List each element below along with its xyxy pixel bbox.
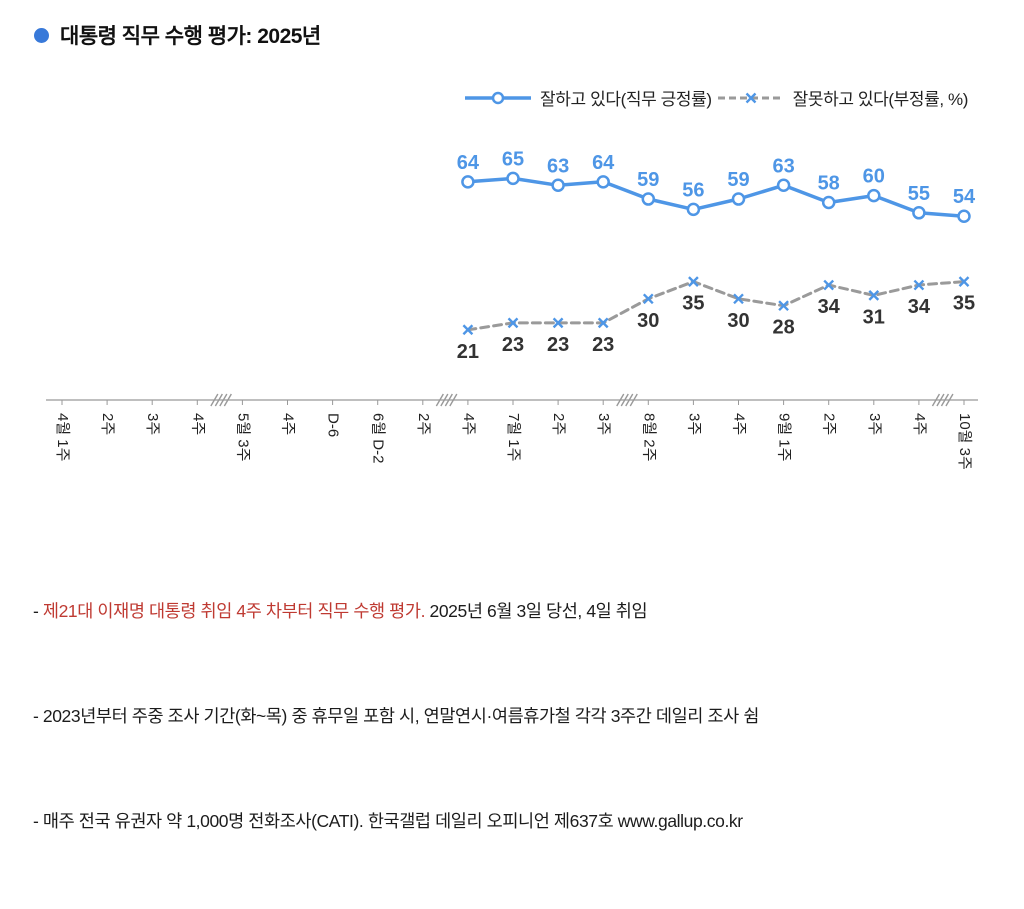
svg-text:35: 35 xyxy=(682,293,704,315)
gallup-approval-report: 대통령 직무 수행 평가: 2025년 잘하고 있다(직무 긍정률) 잘못하고 … xyxy=(0,20,1024,831)
footnote-methodology: - 매주 전국 유권자 약 1,000명 전화조사(CATI). 한국갤럽 데일… xyxy=(33,811,743,831)
svg-text:23: 23 xyxy=(502,334,524,356)
svg-text:34: 34 xyxy=(818,296,841,318)
approval-trend-chart: 4월 1주 2주 3주 4주 5월 3주 4주 D-6 6월 D-2 2주 4주 7월 1주 2주 3주… xyxy=(0,110,1024,510)
svg-text:4주: 4주 xyxy=(280,413,297,435)
svg-text:4주: 4주 xyxy=(189,413,206,435)
legend-item-positive: 잘하고 있다(직무 긍정률) xyxy=(463,85,712,110)
footnote-survey-schedule: - 2023년부터 주중 조사 기간(화~목) 중 휴무일 포함 시, 연말연시… xyxy=(33,706,760,726)
chart-legend: 잘하고 있다(직무 긍정률) 잘못하고 있다(부정률, %) xyxy=(0,85,968,110)
footnotes: - 제21대 이재명 대통령 취임 4주 차부터 직무 수행 평가. 2025년… xyxy=(33,524,759,909)
svg-text:2주: 2주 xyxy=(99,413,116,435)
footnote-inauguration: - 제21대 이재명 대통령 취임 4주 차부터 직무 수행 평가. 2025년… xyxy=(33,601,648,621)
svg-text:60: 60 xyxy=(863,166,885,188)
svg-text:64: 64 xyxy=(457,152,480,174)
chart-title-row: 대통령 직무 수행 평가: 2025년 xyxy=(34,20,321,50)
positive-line-sample-icon xyxy=(465,91,532,104)
svg-text:8월 2주: 8월 2주 xyxy=(640,413,657,461)
negative-line-sample-icon xyxy=(717,92,784,103)
svg-text:30: 30 xyxy=(637,310,659,332)
legend-label-negative: 잘못하고 있다(부정률, %) xyxy=(792,90,969,109)
svg-text:4주: 4주 xyxy=(460,413,477,435)
svg-text:35: 35 xyxy=(953,293,975,315)
svg-text:2주: 2주 xyxy=(415,413,432,435)
svg-text:59: 59 xyxy=(637,169,659,191)
svg-text:54: 54 xyxy=(953,186,976,208)
svg-text:56: 56 xyxy=(682,179,704,201)
svg-text:65: 65 xyxy=(502,148,524,170)
svg-text:58: 58 xyxy=(818,172,840,194)
svg-text:21: 21 xyxy=(457,341,479,363)
svg-text:59: 59 xyxy=(727,169,749,191)
svg-text:D-6: D-6 xyxy=(325,413,342,437)
footnote-highlight-text: 제21대 이재명 대통령 취임 4주 차부터 직무 수행 평가. xyxy=(42,601,426,621)
legend-item-negative: 잘못하고 있다(부정률, %) xyxy=(716,85,968,110)
svg-text:9월 1주: 9월 1주 xyxy=(776,413,793,461)
page-title: 대통령 직무 수행 평가: 2025년 xyxy=(60,25,321,48)
svg-text:7월 1주: 7월 1주 xyxy=(505,413,522,461)
svg-text:2주: 2주 xyxy=(550,413,567,435)
svg-text:3주: 3주 xyxy=(144,413,161,435)
svg-text:63: 63 xyxy=(772,155,794,177)
svg-text:55: 55 xyxy=(908,183,930,205)
svg-text:30: 30 xyxy=(727,310,749,332)
svg-text:2주: 2주 xyxy=(821,413,838,435)
svg-text:4월 1주: 4월 1주 xyxy=(54,413,71,461)
svg-text:5월 3주: 5월 3주 xyxy=(234,413,251,461)
svg-text:3주: 3주 xyxy=(866,413,883,435)
svg-text:23: 23 xyxy=(547,334,569,356)
svg-text:31: 31 xyxy=(863,306,885,328)
svg-text:3주: 3주 xyxy=(685,413,702,435)
svg-text:4주: 4주 xyxy=(911,413,928,435)
svg-text:10월 3주: 10월 3주 xyxy=(956,413,973,470)
svg-text:4주: 4주 xyxy=(731,413,748,435)
svg-text:64: 64 xyxy=(592,152,615,174)
svg-text:34: 34 xyxy=(908,296,931,318)
trend-chart-svg: 4월 1주 2주 3주 4주 5월 3주 4주 D-6 6월 D-2 2주 4주 7월 1주 2주 3주… xyxy=(46,148,978,470)
title-bullet-icon xyxy=(34,27,49,43)
svg-text:3주: 3주 xyxy=(595,413,612,435)
svg-text:23: 23 xyxy=(592,334,614,356)
svg-text:63: 63 xyxy=(547,155,569,177)
svg-text:28: 28 xyxy=(772,317,794,339)
legend-label-positive: 잘하고 있다(직무 긍정률) xyxy=(540,90,712,109)
svg-text:6월 D-2: 6월 D-2 xyxy=(370,413,387,463)
